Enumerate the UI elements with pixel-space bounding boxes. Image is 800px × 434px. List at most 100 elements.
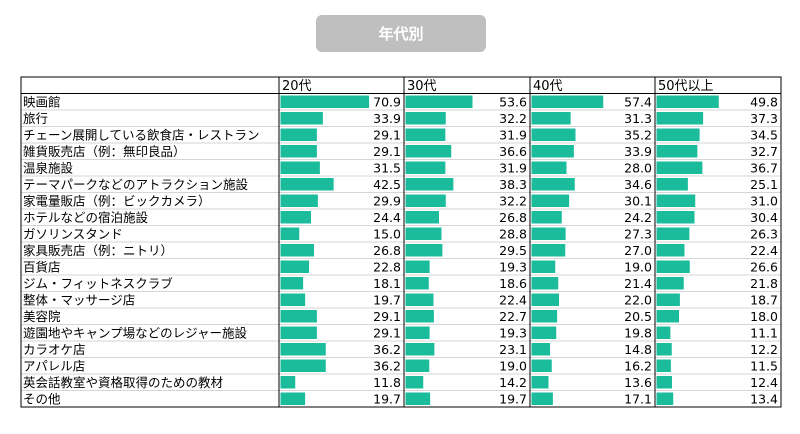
data-label: 14.2 — [499, 375, 527, 390]
data-label: 18.7 — [750, 293, 778, 308]
bar — [656, 293, 680, 306]
data-label: 57.4 — [624, 95, 652, 110]
row-label: 映画館 — [23, 95, 61, 110]
data-label: 31.0 — [750, 194, 778, 209]
bar — [280, 227, 300, 240]
bar — [405, 211, 439, 224]
bar — [656, 211, 695, 224]
data-label: 53.6 — [499, 95, 527, 110]
bar — [405, 112, 446, 125]
row-label: 家電量販店（例：ビックカメラ） — [23, 194, 211, 209]
bar — [280, 161, 320, 174]
data-label: 29.9 — [373, 194, 401, 209]
data-label: 22.4 — [499, 293, 527, 308]
data-label: 26.8 — [373, 243, 401, 258]
data-label: 21.4 — [624, 276, 652, 291]
bar — [656, 260, 690, 273]
data-label: 12.2 — [750, 342, 778, 357]
data-label: 13.6 — [624, 375, 652, 390]
bar — [280, 392, 306, 405]
bar — [280, 95, 370, 108]
bar — [531, 161, 567, 174]
data-label: 29.1 — [373, 144, 401, 159]
data-label: 27.3 — [624, 227, 652, 242]
column-header: 50代以上 — [658, 79, 714, 94]
data-label: 22.4 — [750, 243, 778, 258]
bar — [280, 178, 334, 191]
data-label: 36.7 — [750, 161, 778, 176]
data-label: 19.8 — [624, 326, 652, 341]
data-label: 24.2 — [624, 210, 652, 225]
data-label: 29.1 — [373, 309, 401, 324]
data-label: 22.8 — [373, 260, 401, 275]
data-label: 31.3 — [624, 111, 652, 126]
row-label: 温泉施設 — [23, 161, 74, 176]
bar — [405, 359, 430, 372]
bar — [656, 145, 698, 158]
bar — [405, 392, 431, 405]
data-label: 15.0 — [373, 227, 401, 242]
bar — [405, 343, 435, 356]
bar — [280, 145, 317, 158]
bar — [280, 211, 311, 224]
data-label: 19.0 — [624, 260, 652, 275]
data-label: 38.3 — [499, 177, 527, 192]
bar — [531, 326, 557, 339]
table-border — [20, 76, 782, 408]
row-label: 遊園地やキャンプ場などのレジャー施設 — [23, 326, 248, 341]
bar — [405, 244, 443, 257]
bar — [280, 244, 314, 257]
data-label: 19.3 — [499, 260, 527, 275]
bar — [280, 260, 309, 273]
bar — [531, 293, 559, 306]
bar — [531, 244, 566, 257]
bar — [656, 95, 719, 108]
data-label: 13.4 — [750, 392, 778, 407]
bar — [656, 161, 703, 174]
bar — [405, 161, 446, 174]
data-label: 19.7 — [373, 392, 401, 407]
bar — [656, 194, 696, 207]
data-label: 36.2 — [373, 342, 401, 357]
bar — [531, 145, 574, 158]
bar — [280, 112, 323, 125]
row-label: 旅行 — [23, 111, 48, 126]
data-label: 26.3 — [750, 227, 778, 242]
bar — [531, 128, 576, 141]
data-label: 20.5 — [624, 309, 652, 324]
bar — [405, 178, 454, 191]
data-label: 33.9 — [624, 144, 652, 159]
data-label: 36.6 — [499, 144, 527, 159]
bar — [405, 376, 424, 389]
data-label: 30.4 — [750, 210, 778, 225]
data-label: 32.2 — [499, 111, 527, 126]
bar — [656, 343, 672, 356]
row-label: 英会話教室や資格取得のための教材 — [23, 375, 223, 390]
bar — [531, 194, 570, 207]
data-label: 34.6 — [624, 177, 652, 192]
data-label: 28.0 — [624, 161, 652, 176]
data-label: 28.8 — [499, 227, 527, 242]
bar — [656, 112, 704, 125]
data-label: 31.9 — [499, 128, 527, 143]
data-label: 19.7 — [499, 392, 527, 407]
bar — [405, 95, 473, 108]
bar — [405, 310, 434, 323]
row-label: チェーン展開している飲食店・レストラン — [23, 128, 260, 143]
data-label: 11.5 — [750, 359, 778, 374]
bar — [280, 277, 304, 290]
data-label: 31.9 — [499, 161, 527, 176]
data-label: 26.8 — [499, 210, 527, 225]
data-label: 17.1 — [624, 392, 652, 407]
data-label: 32.2 — [499, 194, 527, 209]
data-label: 33.9 — [373, 111, 401, 126]
data-label: 14.8 — [624, 342, 652, 357]
bar — [280, 194, 318, 207]
bar — [656, 227, 690, 240]
data-label: 25.1 — [750, 177, 778, 192]
row-label: カラオケ店 — [23, 342, 86, 357]
row-label: ジム・フィットネスクラブ — [23, 276, 173, 291]
row-label: ガソリンスタンド — [23, 227, 123, 242]
bar — [531, 343, 550, 356]
